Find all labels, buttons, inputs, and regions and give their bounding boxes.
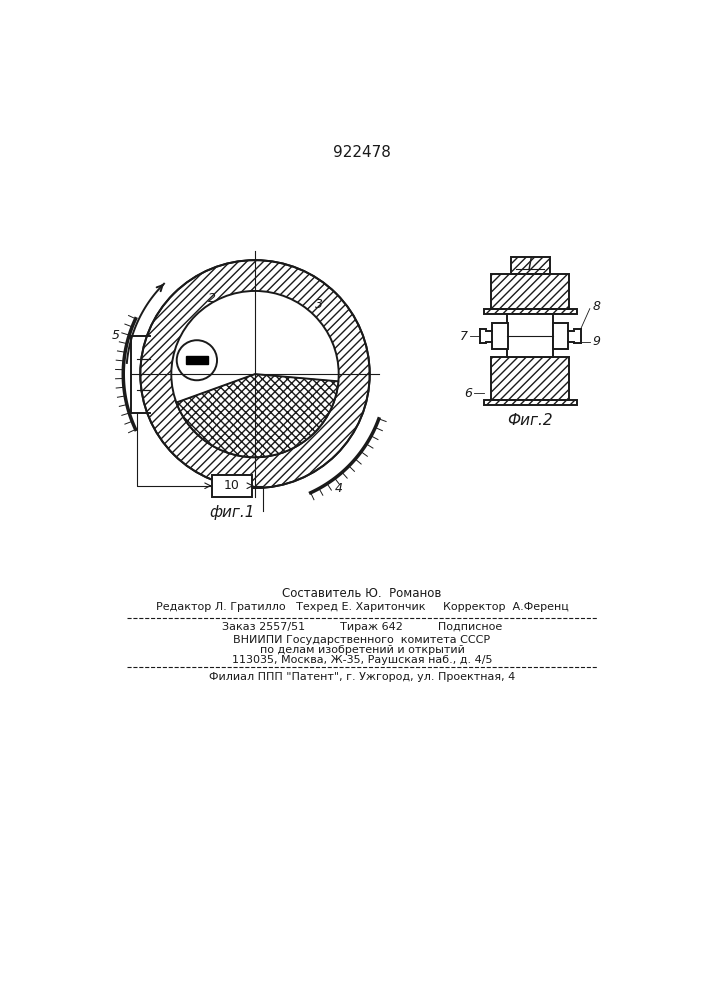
Text: Заказ 2557/51          Тираж 642          Подписное: Заказ 2557/51 Тираж 642 Подписное [222, 622, 502, 632]
Text: 6: 6 [329, 360, 337, 373]
Circle shape [177, 340, 217, 380]
Wedge shape [176, 374, 339, 457]
Text: 9: 9 [592, 335, 600, 348]
FancyBboxPatch shape [492, 323, 508, 349]
Text: по делам изобретений и открытий: по делам изобретений и открытий [259, 645, 464, 655]
Text: Филиал ППП "Патент", г. Ужгород, ул. Проектная, 4: Филиал ППП "Патент", г. Ужгород, ул. Про… [209, 672, 515, 682]
Text: ВНИИПИ Государственного  комитета СССР: ВНИИПИ Государственного комитета СССР [233, 635, 491, 645]
Text: 10: 10 [224, 479, 240, 492]
Text: 5: 5 [112, 329, 119, 342]
Text: Составитель Ю.  Романов: Составитель Ю. Романов [282, 587, 442, 600]
FancyBboxPatch shape [186, 356, 208, 364]
Text: I: I [528, 257, 532, 272]
Circle shape [140, 260, 370, 488]
Circle shape [171, 291, 339, 457]
FancyBboxPatch shape [507, 314, 554, 357]
Text: Редактор Л. Гратилло   Техред Е. Харитончик     Корректор  А.Ференц: Редактор Л. Гратилло Техред Е. Харитончи… [156, 602, 568, 612]
Text: 8: 8 [592, 300, 600, 313]
Text: 4: 4 [334, 482, 343, 495]
Text: фиг.1: фиг.1 [209, 505, 255, 520]
Text: 7: 7 [460, 330, 468, 343]
Text: 3: 3 [315, 298, 322, 311]
FancyBboxPatch shape [211, 475, 252, 497]
Text: Фиг.2: Фиг.2 [508, 413, 553, 428]
Text: 6: 6 [464, 387, 472, 400]
Text: 2: 2 [209, 292, 216, 305]
Text: 922478: 922478 [333, 145, 391, 160]
Text: 1: 1 [206, 368, 214, 381]
Text: 113035, Москва, Ж-35, Раушская наб., д. 4/5: 113035, Москва, Ж-35, Раушская наб., д. … [232, 655, 492, 665]
FancyBboxPatch shape [553, 323, 568, 349]
